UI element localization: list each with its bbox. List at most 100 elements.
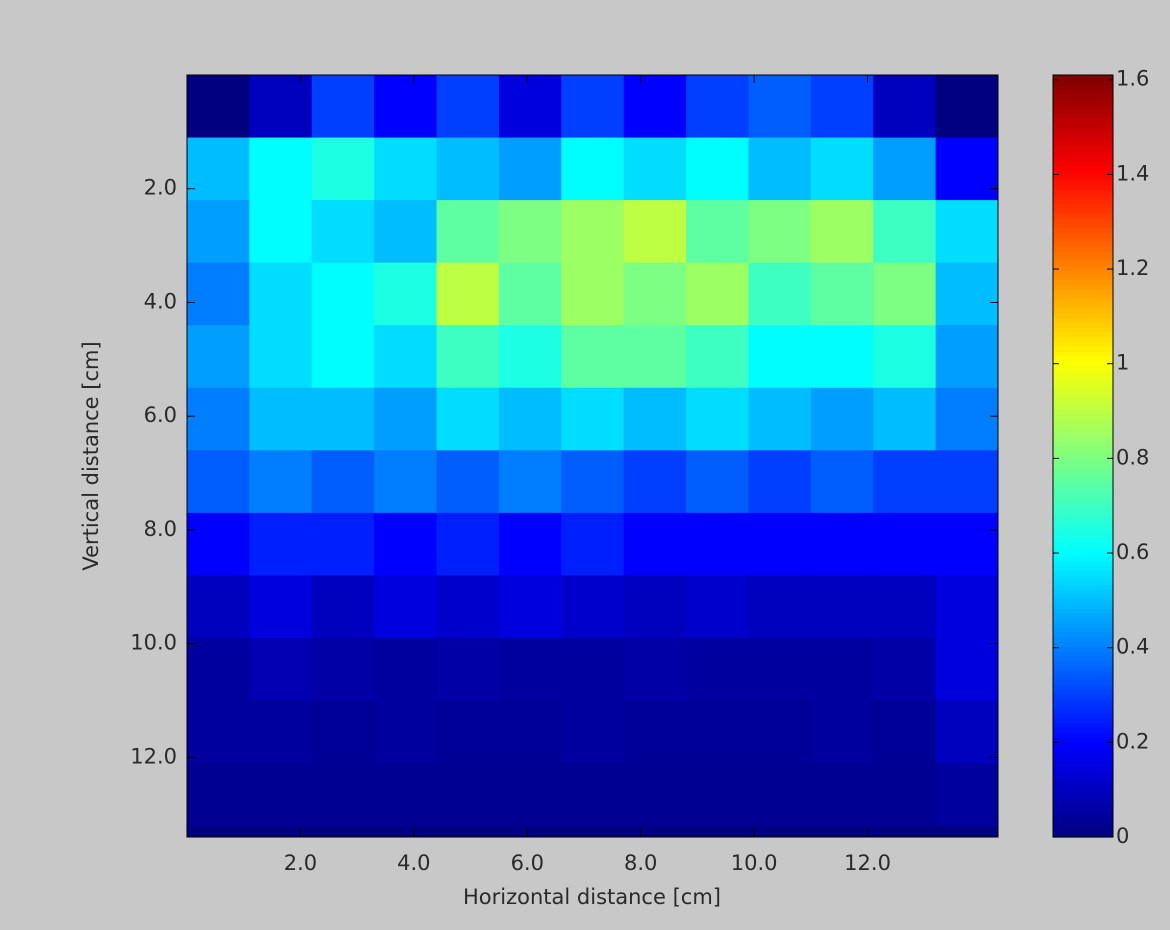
heat-cell (249, 575, 313, 639)
colorbar-segment (1053, 208, 1113, 214)
heat-cell (935, 637, 999, 702)
colorbar-segment (1053, 241, 1113, 248)
heat-cell (561, 262, 625, 326)
heat-cell (374, 325, 438, 389)
heat-cell (561, 325, 625, 389)
heat-cell (686, 450, 749, 514)
heat-cell (498, 262, 562, 326)
heat-cell (436, 200, 500, 264)
colorbar-segment (1053, 617, 1113, 624)
colorbar-segment (1053, 465, 1113, 471)
heat-cell (873, 75, 937, 139)
colorbar-segment (1053, 155, 1113, 162)
heat-cell (561, 387, 625, 451)
heat-cell (561, 200, 625, 264)
heat-cell (810, 200, 874, 264)
heat-cell (311, 262, 375, 326)
heat-cell (249, 763, 313, 827)
heat-cell (561, 763, 625, 827)
colorbar-segment (1053, 108, 1113, 114)
heat-cell (873, 450, 937, 514)
colorbar-segment (1053, 760, 1113, 767)
x-tick-label: 8.0 (624, 851, 657, 875)
heat-cell (187, 137, 250, 201)
heat-cell (374, 387, 438, 451)
colorbar-segment (1053, 532, 1113, 538)
colorbar-segment (1053, 451, 1113, 457)
heat-cell (686, 637, 749, 702)
colorbar-segment (1053, 527, 1113, 533)
colorbar-segment (1053, 322, 1113, 329)
heat-cell (498, 575, 562, 639)
heat-cell (311, 700, 375, 764)
colorbar-segment (1053, 489, 1113, 495)
colorbar-segment (1053, 603, 1113, 609)
colorbar-segment (1053, 408, 1113, 414)
colorbar-segment (1053, 641, 1113, 648)
colorbar-tick-label: 0.8 (1116, 445, 1149, 469)
colorbar-segment (1053, 189, 1113, 195)
colorbar-segment (1053, 136, 1113, 143)
colorbar-segment (1053, 436, 1113, 443)
colorbar-segment (1053, 746, 1113, 752)
colorbar-segment (1053, 794, 1113, 800)
colorbar-segment (1053, 779, 1113, 786)
colorbar-segment (1053, 832, 1113, 838)
colorbar-segment (1053, 355, 1113, 362)
heat-cell (873, 575, 937, 639)
heat-cell (498, 137, 562, 201)
colorbar-segment (1053, 594, 1113, 600)
colorbar-segment (1053, 413, 1113, 419)
colorbar-segment (1053, 75, 1113, 81)
colorbar-tick-label: 1.4 (1116, 161, 1149, 185)
heat-cell (935, 325, 999, 389)
colorbar-segment (1053, 279, 1113, 286)
colorbar-segment (1053, 146, 1113, 152)
heat-cell (311, 575, 375, 639)
colorbar-segment (1053, 751, 1113, 757)
heat-cell (187, 387, 250, 451)
heat-cell (748, 387, 812, 451)
colorbar-segment (1053, 265, 1113, 271)
colorbar-segment (1053, 622, 1113, 629)
x-tick-label: 2.0 (284, 851, 317, 875)
colorbar-segment (1053, 575, 1113, 581)
colorbar-segment (1053, 827, 1113, 833)
colorbar-segment (1053, 698, 1113, 705)
colorbar-segment (1053, 560, 1113, 567)
y-tick-label: 10.0 (130, 631, 177, 655)
heat-cell (935, 700, 999, 764)
heat-cell (935, 575, 999, 639)
colorbar-segment (1053, 770, 1113, 776)
colorbar-segment (1053, 384, 1113, 390)
heat-cell (686, 387, 749, 451)
heat-cell (374, 262, 438, 326)
heat-cell (374, 75, 438, 139)
heat-cell (810, 512, 874, 576)
heat-cell (249, 700, 313, 764)
heat-cell (311, 200, 375, 264)
colorbar-segment (1053, 717, 1113, 724)
heat-cell (686, 137, 749, 201)
heat-cell (810, 325, 874, 389)
heat-cell (436, 637, 500, 702)
heat-cell (187, 637, 250, 702)
heat-cell (436, 262, 500, 326)
colorbar-segment (1053, 675, 1113, 681)
heat-cell (935, 512, 999, 576)
heat-cell (436, 575, 500, 639)
heat-cell (810, 137, 874, 201)
heat-cell (311, 387, 375, 451)
heat-cell (748, 637, 812, 702)
heat-cell (935, 262, 999, 326)
colorbar-segment (1053, 665, 1113, 671)
heat-cell (436, 137, 500, 201)
colorbar-tick-label: 0.4 (1116, 635, 1149, 659)
colorbar-segment (1053, 441, 1113, 448)
heat-cell (249, 325, 313, 389)
colorbar-tick-label: 1.6 (1116, 67, 1149, 91)
heat-cell (311, 637, 375, 702)
colorbar-segment (1053, 346, 1113, 352)
colorbar-segment (1053, 713, 1113, 719)
heat-cell (623, 763, 687, 827)
